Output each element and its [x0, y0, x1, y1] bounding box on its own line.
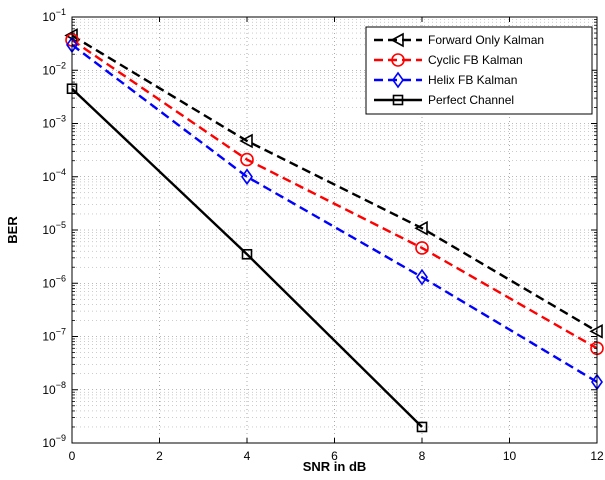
x-axis-label: SNR in dB	[303, 459, 367, 474]
legend-swatch-marker	[392, 94, 404, 106]
data-point	[241, 248, 253, 260]
data-point	[416, 421, 428, 433]
legend-swatch-marker	[391, 53, 405, 67]
legend-entry: Helix FB Kalman	[428, 73, 517, 87]
data-point	[415, 241, 429, 255]
y-tick-label: 10−6	[42, 273, 66, 290]
data-point	[414, 220, 428, 236]
legend-swatch-marker	[392, 71, 404, 89]
series-line	[71, 34, 598, 333]
y-tick-label: 10−9	[42, 433, 66, 450]
x-tick-label: 6	[331, 449, 338, 463]
y-tick-label: 10−4	[42, 167, 66, 184]
y-tick-label: 10−5	[42, 220, 66, 237]
y-axis-label: BER	[5, 216, 20, 244]
legend-entry: Cyclic FB Kalman	[428, 53, 523, 67]
tick-labels: 0 2 4 6 8 10 12 10−1 10−2 10−3 10−4 10−5 10−6 10−7 10−…	[42, 7, 604, 463]
y-tick-label: 10−1	[42, 7, 66, 24]
legend-entry: Forward Only Kalman	[428, 33, 544, 47]
series-line	[71, 87, 423, 428]
y-tick-label: 10−3	[42, 114, 66, 131]
data-point	[241, 168, 253, 186]
x-tick-label: 12	[590, 449, 604, 463]
x-tick-label: 2	[156, 449, 163, 463]
legend-entry: Perfect Channel	[428, 93, 514, 107]
x-tick-label: 4	[244, 449, 251, 463]
data-point	[416, 268, 428, 286]
legend: Forward Only Kalman Cyclic FB Kalman Helix…	[365, 26, 593, 115]
grid	[72, 17, 597, 443]
series-line	[71, 39, 598, 350]
legend-swatch-marker	[390, 32, 404, 48]
series-line	[71, 43, 598, 383]
x-tick-label: 0	[69, 449, 76, 463]
y-tick-label: 10−2	[42, 60, 66, 77]
data-point	[239, 133, 253, 149]
data-point	[240, 152, 254, 167]
x-tick-label: 10	[503, 449, 517, 463]
ticks	[71, 16, 598, 444]
x-tick-label: 8	[419, 449, 426, 463]
y-tick-label: 10−7	[42, 327, 66, 344]
y-tick-label: 10−8	[42, 380, 66, 397]
